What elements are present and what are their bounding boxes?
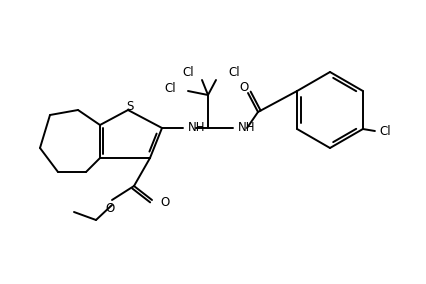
Text: S: S	[127, 99, 134, 112]
Text: Cl: Cl	[379, 124, 391, 137]
Text: O: O	[105, 202, 115, 214]
Text: NH: NH	[188, 120, 205, 133]
Text: O: O	[160, 195, 169, 208]
Text: Cl: Cl	[228, 66, 239, 78]
Text: Cl: Cl	[182, 66, 194, 78]
Text: NH: NH	[238, 120, 256, 133]
Text: Cl: Cl	[164, 82, 176, 95]
Text: O: O	[239, 80, 249, 93]
